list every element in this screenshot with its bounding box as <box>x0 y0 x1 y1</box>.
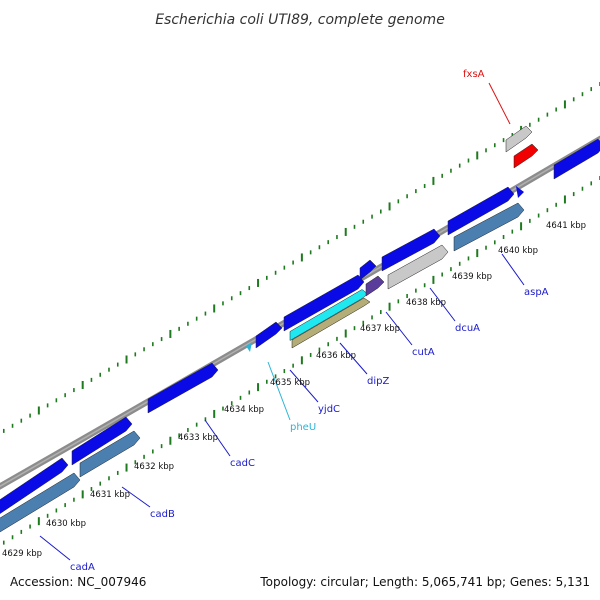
tick-label-kbp: 4641 kbp <box>546 221 586 231</box>
kbp-tick-labels: 4629 kbp 4630 kbp 4631 kbp 4632 kbp 4633 kbp… <box>2 221 586 559</box>
cadC-gene-arrow <box>147 362 219 414</box>
gene-label-dipZ: dipZ <box>367 376 389 387</box>
cadB-gene-arrow <box>71 416 133 466</box>
map-title: Escherichia coli UTI89, complete genome <box>155 12 445 28</box>
small-gene-arrow <box>359 259 377 281</box>
gene-label-yjdC: yjdC <box>318 404 340 415</box>
gene-label-cadB: cadB <box>150 509 175 520</box>
callout-line <box>339 342 368 375</box>
tick-label-kbp: 4629 kbp <box>2 549 42 559</box>
aspA-tip-marker <box>516 186 524 198</box>
callout-line <box>429 287 456 322</box>
feature-track <box>0 125 600 533</box>
callout-line <box>385 311 413 346</box>
dcuA-grey-arrow <box>387 244 449 290</box>
gene-label-dcuA: dcuA <box>455 323 480 334</box>
tick-label-kbp: 4633 kbp <box>178 433 218 443</box>
tick-label-kbp: 4640 kbp <box>498 246 538 256</box>
callout-line <box>488 82 511 125</box>
outer-tick-track <box>2 82 600 433</box>
pheU-marker <box>246 342 252 352</box>
cadA-lower-arrow <box>0 472 81 533</box>
gene-label-aspA: aspA <box>524 287 549 298</box>
yjdC-gene-arrow <box>255 321 283 349</box>
gene-label-cadC: cadC <box>230 458 255 469</box>
pheU-trna-bar <box>289 289 369 341</box>
dcuA-gene-arrow <box>381 228 441 272</box>
callout-line <box>39 535 71 561</box>
edge-gene-arrow <box>553 138 600 180</box>
genome-summary-text: Topology: circular; Length: 5,065,741 bp… <box>259 575 590 589</box>
inner-tick-track <box>2 176 600 545</box>
cutA-gene-block <box>365 275 385 297</box>
tick-label-kbp: 4639 kbp <box>452 272 492 282</box>
tick-label-kbp: 4631 kbp <box>90 490 130 500</box>
callout-line <box>289 369 319 403</box>
fxsA-grey-gene <box>505 125 533 153</box>
cadA-gene-arrow <box>0 457 69 514</box>
callout-line <box>267 361 291 421</box>
gene-label-cadA: cadA <box>70 562 95 573</box>
callout-line <box>501 253 525 286</box>
callout-line <box>121 486 151 508</box>
yjdC-region-arrow <box>283 274 365 332</box>
gene-label-cutA: cutA <box>412 347 435 358</box>
cadB-lower-arrow <box>79 430 141 478</box>
tick-label-kbp: 4632 kbp <box>134 462 174 472</box>
callout-line <box>204 419 231 457</box>
fxsA-red-gene <box>513 143 539 169</box>
dipZ-bar <box>291 297 371 349</box>
aspA-gene-arrow <box>447 186 515 236</box>
tick-label-kbp: 4634 kbp <box>224 405 264 415</box>
aspA-lower-arrow <box>453 202 525 252</box>
gene-label-pheU: pheU <box>290 422 316 433</box>
accession-text: Accession: NC_007946 <box>10 575 146 589</box>
tick-label-kbp: 4638 kbp <box>406 298 446 308</box>
tick-label-kbp: 4637 kbp <box>360 324 400 334</box>
tick-label-kbp: 4630 kbp <box>46 519 86 529</box>
tick-label-kbp: 4635 kbp <box>270 378 310 388</box>
gene-label-fxsA: fxsA <box>463 69 485 80</box>
tick-label-kbp: 4636 kbp <box>316 351 356 361</box>
